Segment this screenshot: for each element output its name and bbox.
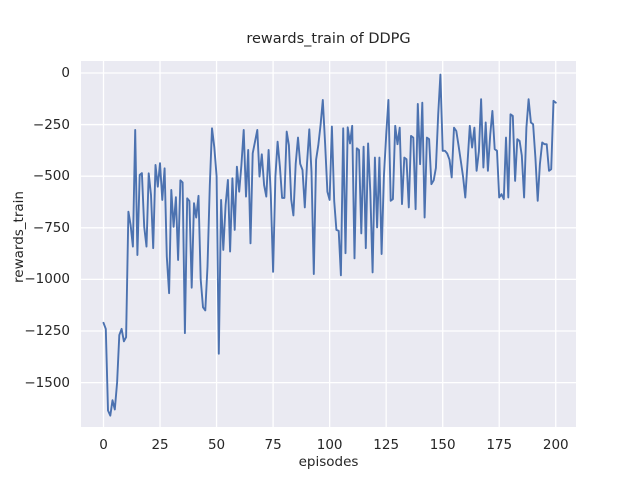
- x-tick-label: 100: [316, 437, 343, 453]
- chart-title: rewards_train of DDPG: [246, 31, 411, 47]
- y-tick-label: −750: [32, 220, 70, 236]
- plot-area: [81, 61, 576, 427]
- y-tick-label: 0: [61, 65, 70, 81]
- x-tick-label: 0: [99, 437, 108, 453]
- x-tick-label: 75: [264, 437, 282, 453]
- plot-canvas: [81, 61, 576, 427]
- x-tick-label: 150: [429, 437, 456, 453]
- y-tick-label: −250: [32, 117, 70, 133]
- x-tick-label: 50: [207, 437, 226, 453]
- y-tick-label: −1500: [24, 375, 70, 391]
- x-tick-label: 25: [151, 437, 169, 453]
- x-tick-label: 200: [542, 437, 569, 453]
- y-tick-label: −1000: [24, 271, 70, 287]
- series-line-rewards_train: [102, 73, 557, 417]
- y-tick-label: −1250: [24, 323, 70, 339]
- x-tick-label: 125: [373, 437, 400, 453]
- y-axis-label: rewards_train: [11, 191, 27, 283]
- x-tick-label: 175: [486, 437, 513, 453]
- x-axis-label: episodes: [298, 454, 359, 470]
- y-tick-label: −500: [32, 168, 70, 184]
